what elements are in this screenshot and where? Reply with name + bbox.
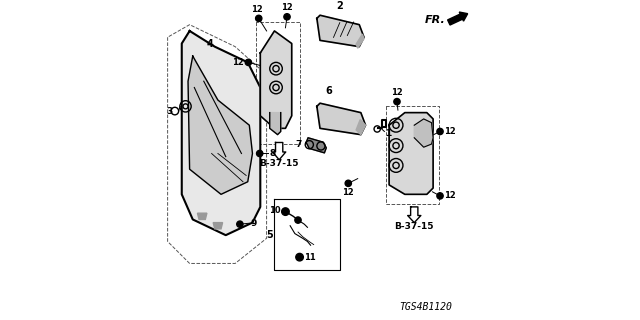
Text: 10: 10 [269,206,281,215]
Polygon shape [317,15,364,47]
Text: B-37-15: B-37-15 [259,159,299,168]
Text: 5: 5 [266,229,273,240]
Circle shape [345,180,351,187]
Polygon shape [408,207,421,223]
Polygon shape [273,142,285,160]
Polygon shape [260,31,292,128]
Circle shape [394,99,400,105]
Text: 12: 12 [444,191,456,200]
Circle shape [437,193,443,199]
Text: 4: 4 [207,38,213,49]
Text: 12: 12 [281,3,293,12]
Text: 9: 9 [250,219,257,228]
Text: FR.: FR. [425,15,445,25]
Text: 6: 6 [325,86,332,96]
Text: 12: 12 [342,188,354,197]
Text: 7: 7 [296,140,302,149]
Polygon shape [414,119,433,147]
Polygon shape [356,34,364,48]
Text: 12: 12 [444,127,456,136]
Text: 3: 3 [166,107,172,116]
Polygon shape [306,138,326,153]
Circle shape [255,15,262,21]
Circle shape [296,253,303,261]
Circle shape [295,217,301,223]
Text: TGS4B1120: TGS4B1120 [399,302,452,312]
Text: 12: 12 [391,88,403,97]
Text: 12: 12 [232,58,244,67]
Polygon shape [269,113,281,135]
Text: 11: 11 [304,253,316,262]
Polygon shape [317,103,365,135]
Text: 2: 2 [337,1,343,11]
Circle shape [237,221,243,227]
Text: 8: 8 [269,149,275,158]
Polygon shape [356,120,365,135]
Circle shape [284,14,290,20]
Circle shape [437,128,443,135]
Circle shape [245,59,252,66]
Polygon shape [198,213,207,220]
Text: 1: 1 [385,129,392,138]
Polygon shape [182,31,260,235]
FancyArrow shape [447,12,468,25]
Text: B-37-15: B-37-15 [394,222,434,231]
Circle shape [257,150,263,156]
Circle shape [282,208,289,215]
Polygon shape [188,56,252,194]
Polygon shape [213,223,223,229]
Polygon shape [389,113,433,194]
Text: 12: 12 [252,5,263,14]
